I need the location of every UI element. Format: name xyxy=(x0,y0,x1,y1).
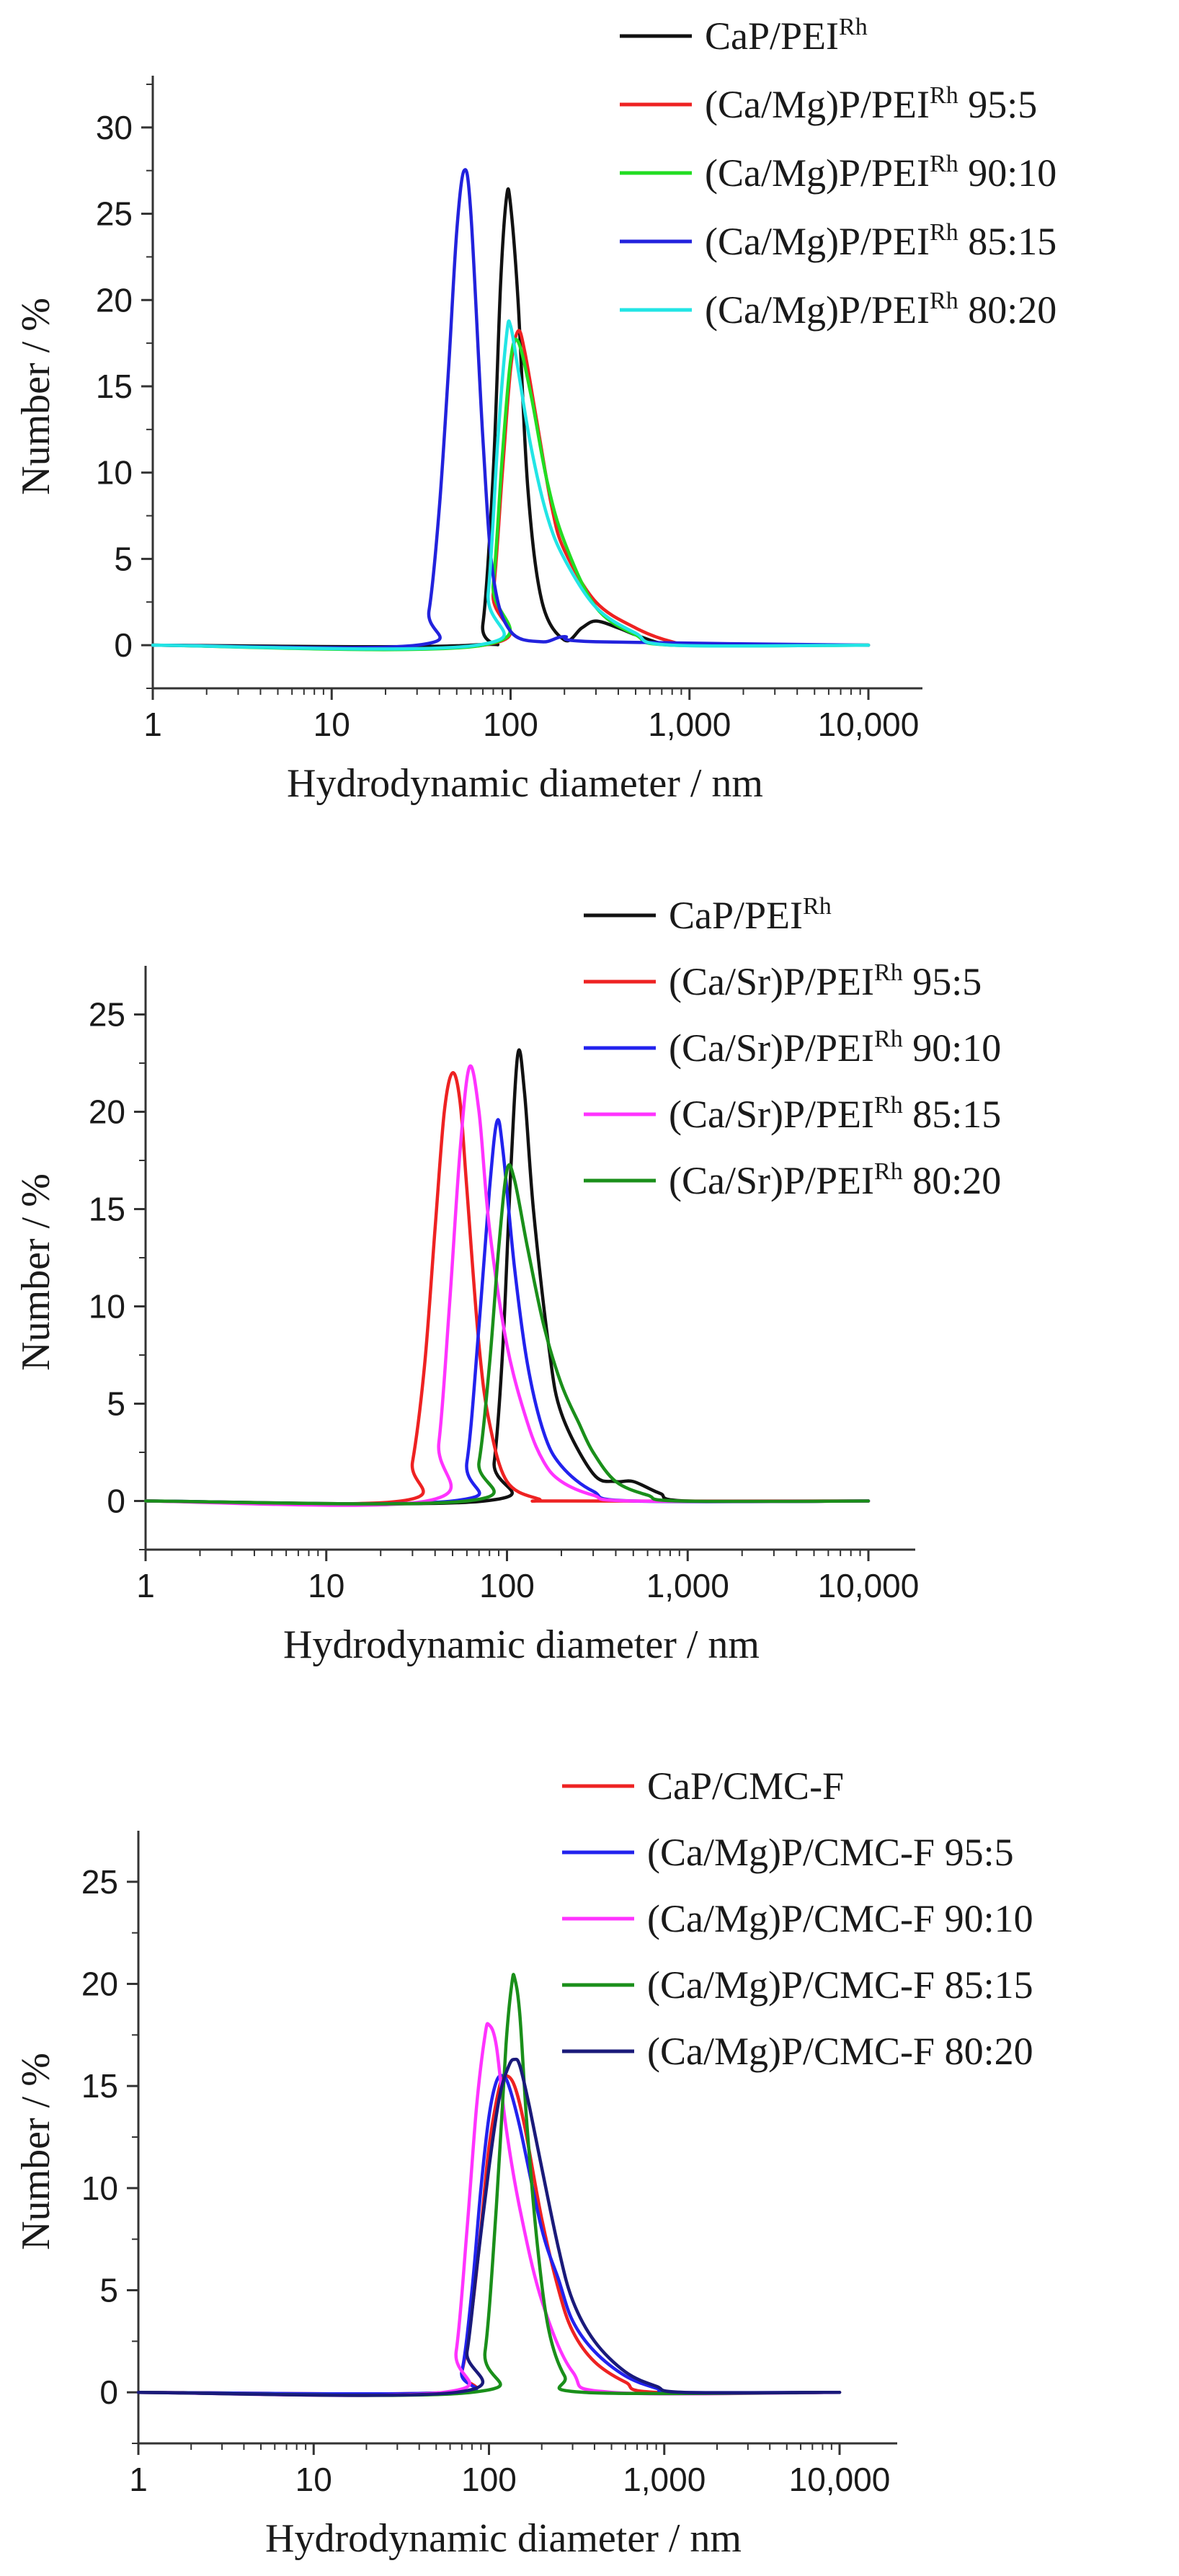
series-line-1 xyxy=(143,1048,871,1506)
x-tick-label: 10,000 xyxy=(789,2461,891,2498)
x-tick-label: 100 xyxy=(483,706,538,743)
legend-entry: CaP/PEIRh xyxy=(669,893,832,937)
x-tick-label: 1,000 xyxy=(648,706,731,743)
series-line-2 xyxy=(136,2074,842,2396)
x-axis-title: Hydrodynamic diameter / nm xyxy=(265,2516,742,2561)
series-line-2 xyxy=(143,1071,871,1506)
x-tick-label: 10 xyxy=(295,2461,332,2498)
series-line-3 xyxy=(136,2022,842,2397)
x-tick-label: 10,000 xyxy=(818,1567,920,1604)
x-tick-label: 1,000 xyxy=(623,2461,706,2498)
y-tick-label: 5 xyxy=(99,2272,118,2309)
legend-entry: (Ca/Sr)P/PEIRh 95:5 xyxy=(669,959,982,1003)
y-tick-label: 0 xyxy=(107,1483,125,1520)
y-tick-label: 15 xyxy=(96,368,133,405)
y-tick-label: 15 xyxy=(81,2067,118,2105)
y-tick-label: 20 xyxy=(81,1966,118,2003)
x-tick-label: 10 xyxy=(308,1567,344,1604)
chart-panel-3: 0 5 10 15 20 25 1 10 100 1,000 10,000 Hydrodynamic … xyxy=(14,1764,1033,2561)
series-line-2 xyxy=(151,329,871,651)
legend-entry: CaP/CMC-F xyxy=(647,1764,844,1808)
x-tick-label: 1 xyxy=(143,706,162,743)
y-tick-label: 5 xyxy=(107,1385,125,1423)
y-tick-label: 10 xyxy=(96,454,133,492)
y-tick-label: 10 xyxy=(81,2169,118,2207)
legend-entry: (Ca/Mg)P/CMC-F 95:5 xyxy=(647,1831,1014,1874)
legend-entry: (Ca/Sr)P/PEIRh 90:10 xyxy=(669,1026,1001,1070)
y-tick-label: 0 xyxy=(114,626,133,664)
y-axis-title: Number / % xyxy=(14,1173,58,1371)
legend-entry: (Ca/Mg)P/CMC-F 85:15 xyxy=(647,1963,1033,2007)
series-line-4 xyxy=(136,1973,842,2397)
y-tick-label: 20 xyxy=(89,1093,125,1131)
x-axis-title: Hydrodynamic diameter / nm xyxy=(283,1622,760,1667)
series-line-5 xyxy=(151,319,871,651)
y-tick-label: 25 xyxy=(89,996,125,1034)
legend-entry: (Ca/Mg)P/CMC-F 80:20 xyxy=(647,2030,1033,2073)
y-tick-label: 10 xyxy=(89,1288,125,1325)
legend-entry: CaP/PEIRh xyxy=(705,14,868,58)
y-tick-label: 5 xyxy=(114,540,133,577)
y-tick-label: 25 xyxy=(81,1863,118,1901)
y-tick-label: 20 xyxy=(96,281,133,319)
y-tick-label: 30 xyxy=(96,109,133,146)
series-line-5 xyxy=(136,2057,842,2397)
x-tick-label: 1 xyxy=(129,2461,148,2498)
legend-entry: (Ca/Mg)P/PEIRh 90:10 xyxy=(705,151,1056,195)
legend-entry: (Ca/Mg)P/CMC-F 90:10 xyxy=(647,1897,1033,1940)
x-tick-label: 1,000 xyxy=(646,1567,729,1604)
x-tick-label: 100 xyxy=(479,1567,535,1604)
x-tick-label: 10 xyxy=(313,706,350,743)
y-tick-label: 15 xyxy=(89,1191,125,1228)
x-tick-label: 10,000 xyxy=(818,706,920,743)
legend-entry: (Ca/Mg)P/PEIRh 85:15 xyxy=(705,219,1056,263)
series-line-4 xyxy=(143,1064,871,1507)
legend-entry: (Ca/Mg)P/PEIRh 95:5 xyxy=(705,82,1037,126)
y-axis-title: Number / % xyxy=(14,298,58,495)
y-tick-label: 25 xyxy=(96,195,133,233)
series-line-5 xyxy=(143,1163,871,1506)
series-line-3 xyxy=(143,1118,871,1506)
y-axis-title: Number / % xyxy=(14,2053,58,2250)
legend-entry: (Ca/Sr)P/PEIRh 80:20 xyxy=(669,1158,1001,1202)
series-line-4 xyxy=(151,168,871,649)
x-tick-label: 100 xyxy=(461,2461,517,2498)
y-tick-label: 0 xyxy=(99,2373,118,2411)
legend-entry: (Ca/Sr)P/PEIRh 85:15 xyxy=(669,1092,1001,1136)
chart-panel-1: 0 5 10 15 20 25 30 1 10 100 1,000 10,000 Hydrodynami… xyxy=(14,14,1056,806)
x-tick-label: 1 xyxy=(136,1567,155,1604)
x-axis-title: Hydrodynamic diameter / nm xyxy=(287,761,763,806)
legend-entry: (Ca/Mg)P/PEIRh 80:20 xyxy=(705,288,1056,332)
chart-panel-2: 0 5 10 15 20 25 1 10 100 1,000 10,000 Hydrodynamic … xyxy=(14,893,1001,1667)
